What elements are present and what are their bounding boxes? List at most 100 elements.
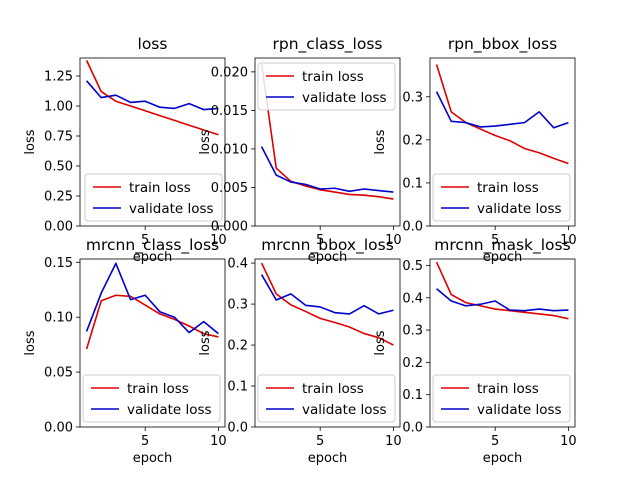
x-tick-label: 5: [316, 434, 324, 449]
y-tick-label: 0.000: [211, 220, 248, 235]
y-axis-label: loss: [373, 129, 388, 154]
x-tick-label: 5: [491, 233, 499, 248]
axes-frame: [429, 258, 576, 428]
subplot-title: mrcnn_mask_loss: [434, 236, 570, 255]
train-loss-line: [260, 64, 394, 200]
legend-entry-label: validate loss: [477, 201, 562, 217]
subplot-mrcnn-class-loss: mrcnn_class_loss 0.00 0.05 0.10 0.15 5 10 epoch…: [23, 236, 227, 466]
x-tick-label: 10: [210, 434, 227, 449]
legend-box: [84, 173, 223, 222]
y-tick-label: 0.05: [44, 366, 73, 381]
y-tick-label: 0.1: [402, 176, 423, 191]
y-tick-label: 0.0: [402, 220, 423, 235]
axes-frame: [254, 57, 401, 227]
legend-box: [432, 173, 571, 222]
x-tick-label: 10: [385, 233, 402, 248]
y-tick-label: 0.1: [227, 380, 248, 395]
train-loss-line: [260, 262, 394, 346]
x-axis-label: epoch: [483, 250, 523, 265]
y-tick-label: 0.5: [402, 259, 423, 274]
legend-entry-label: train loss: [302, 381, 364, 397]
subplot-title: mrcnn_class_loss: [86, 236, 219, 255]
y-tick-label: 1.25: [44, 70, 73, 85]
validate-loss-line: [435, 91, 569, 129]
subplot-mrcnn-bbox-loss: mrcnn_bbox_loss 0.0 0.1 0.2 0.3 0.4 5 10 epoch lo…: [198, 236, 402, 466]
subplot-mrcnn-mask-loss: mrcnn_mask_loss 0.0 0.1 0.2 0.3 0.4 0.5 5 10 epoc…: [373, 236, 577, 466]
axes-frame: [254, 258, 401, 428]
subplot-rpn-bbox-loss: rpn_bbox_loss 0.0 0.1 0.2 0.3 5 10 epoch loss tra…: [373, 35, 577, 265]
y-axis-label: loss: [23, 330, 38, 355]
train-loss-line: [85, 294, 219, 350]
y-tick-label: 0.3: [402, 90, 423, 105]
legend-entry-label: validate loss: [302, 90, 387, 106]
y-tick-label: 0.2: [402, 356, 423, 371]
validate-loss-line: [85, 262, 219, 335]
axes-frame: [79, 57, 226, 227]
x-tick-label: 10: [385, 434, 402, 449]
legend-box: [432, 374, 571, 423]
y-tick-label: 0.00: [44, 421, 73, 436]
train-loss-line: [435, 64, 569, 165]
x-axis-label: epoch: [133, 250, 173, 265]
y-tick-label: 0.2: [227, 339, 248, 354]
legend-entry-label: train loss: [302, 69, 364, 85]
validate-loss-line: [436, 288, 569, 312]
legend: train loss validate loss: [82, 374, 221, 423]
subplot-title: rpn_class_loss: [273, 35, 383, 54]
x-axis-label: epoch: [308, 250, 348, 265]
x-tick-label: 10: [210, 233, 227, 248]
x-tick-label: 5: [316, 233, 324, 248]
y-axis-label: loss: [23, 129, 38, 154]
x-axis-label: epoch: [308, 451, 348, 466]
y-tick-label: 0.50: [44, 160, 73, 175]
legend-entry-label: validate loss: [477, 402, 562, 418]
legend: train loss validate loss: [432, 374, 571, 423]
validate-loss-line: [85, 80, 219, 111]
subplot-rpn-class-loss: rpn_class_loss 0.000 0.005 0.010 0.015 0.020 5…: [198, 35, 402, 265]
y-tick-label: 0.2: [402, 133, 423, 148]
x-tick-label: 5: [141, 434, 149, 449]
y-tick-label: 0.00: [44, 220, 73, 235]
y-tick-label: 0.015: [211, 104, 248, 119]
validate-loss-line: [260, 146, 394, 193]
y-axis-label: loss: [373, 330, 388, 355]
legend-entry-label: train loss: [127, 381, 189, 397]
legend-entry-label: train loss: [477, 381, 539, 397]
legend: train loss validate loss: [432, 173, 571, 222]
y-tick-label: 0.0: [402, 421, 423, 436]
y-tick-label: 0.10: [44, 311, 73, 326]
y-tick-label: 0.3: [227, 298, 248, 313]
legend-entry-label: train loss: [477, 180, 539, 196]
y-tick-label: 1.00: [44, 100, 73, 115]
x-tick-label: 5: [141, 233, 149, 248]
x-tick-label: 5: [491, 434, 499, 449]
y-tick-label: 0.020: [211, 65, 248, 80]
legend-box: [257, 62, 396, 111]
x-axis-label: epoch: [483, 451, 523, 466]
y-tick-label: 0.010: [211, 142, 248, 157]
y-axis-label: loss: [198, 129, 213, 154]
y-tick-label: 0.1: [402, 388, 423, 403]
validate-loss-line: [260, 274, 394, 315]
legend: train loss validate loss: [257, 62, 396, 111]
legend-box: [257, 374, 396, 423]
subplot-title: rpn_bbox_loss: [448, 35, 557, 54]
y-tick-label: 0.4: [227, 257, 248, 272]
y-tick-label: 0.15: [44, 256, 73, 271]
y-tick-label: 0.0: [227, 421, 248, 436]
y-tick-label: 0.25: [44, 190, 73, 205]
y-tick-label: 0.4: [402, 291, 423, 306]
legend-entry-label: validate loss: [129, 201, 214, 217]
legend-entry-label: train loss: [129, 180, 191, 196]
legend-entry-label: validate loss: [302, 402, 387, 418]
y-tick-label: 0.005: [211, 181, 248, 196]
y-axis-label: loss: [198, 330, 213, 355]
subplot-title: mrcnn_bbox_loss: [261, 236, 394, 255]
x-tick-label: 10: [560, 434, 577, 449]
legend-box: [82, 374, 221, 423]
subplot-loss: loss 0.00 0.25 0.50 0.75 1.00 1.25 5 10 epoch loss…: [23, 35, 227, 265]
x-tick-label: 10: [560, 233, 577, 248]
subplot-title: loss: [138, 35, 168, 53]
axes-frame: [79, 258, 226, 428]
